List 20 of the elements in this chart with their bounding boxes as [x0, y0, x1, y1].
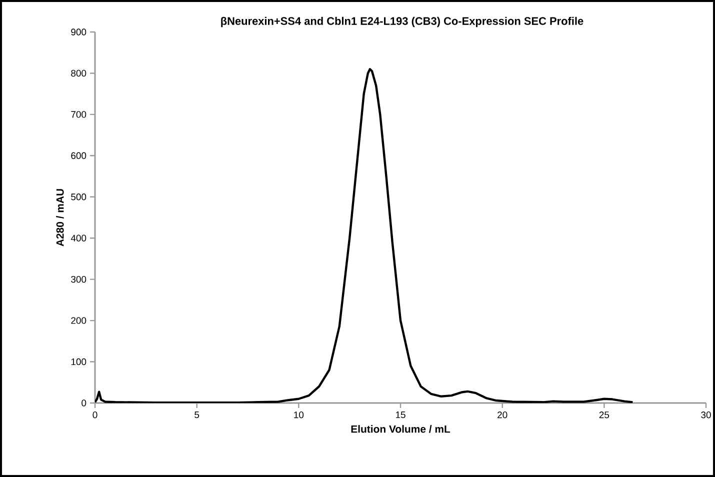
y-tick-label: 300	[71, 276, 86, 283]
y-tick-label: 500	[71, 194, 86, 200]
x-tick-label: 25	[599, 412, 610, 418]
y-axis-title: A280 / mAU	[56, 189, 64, 246]
x-tick-label: 10	[294, 412, 304, 418]
y-tick-label: 100	[71, 358, 86, 366]
y-tick-label: 800	[71, 70, 86, 77]
x-axis-title: Elution Volume / mL	[351, 425, 450, 433]
y-tick-label: 400	[70, 234, 86, 242]
y-tick-label: 700	[71, 111, 86, 118]
y-tick-label: 0	[82, 400, 86, 406]
y-tick-label: 900	[71, 28, 86, 36]
x-tick-label: 5	[194, 412, 200, 418]
x-tick-label: 30	[701, 412, 711, 418]
chart-title: βNeurexin+SS4 and Cbln1 E24-L193 (CB3) Co-Expression SEC Profile	[221, 16, 584, 28]
y-tick-label: 600	[71, 152, 86, 160]
x-tick-label: 15	[396, 412, 406, 418]
x-tick-label: 0	[92, 412, 98, 418]
x-tick-label: 20	[498, 412, 508, 418]
y-tick-label: 200	[71, 317, 86, 324]
